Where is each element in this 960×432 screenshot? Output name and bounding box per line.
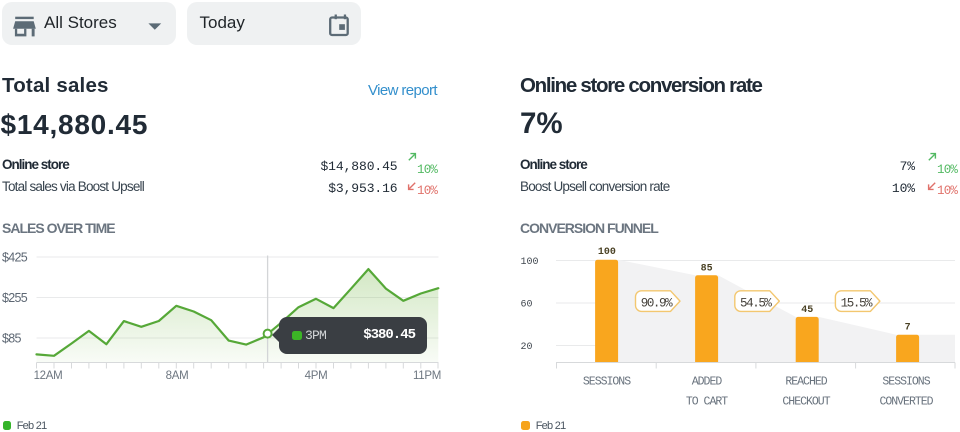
svg-text:20: 20 <box>521 342 533 353</box>
svg-text:85: 85 <box>701 263 713 274</box>
svg-text:SESSIONS: SESSIONS <box>583 375 631 388</box>
svg-text:CHECKOUT: CHECKOUT <box>782 396 830 409</box>
svg-text:100: 100 <box>521 257 539 268</box>
svg-text:90.9%: 90.9% <box>641 296 673 310</box>
svg-text:54.5%: 54.5% <box>740 296 772 310</box>
svg-text:60: 60 <box>521 300 533 311</box>
svg-text:CONVERTED: CONVERTED <box>879 396 933 409</box>
svg-text:11PM: 11PM <box>413 370 441 382</box>
svg-text:8AM: 8AM <box>166 370 189 382</box>
svg-text:12AM: 12AM <box>34 370 63 382</box>
svg-text:45: 45 <box>801 305 813 316</box>
svg-text:$85: $85 <box>2 332 22 346</box>
svg-text:15.5%: 15.5% <box>841 296 873 310</box>
svg-text:7: 7 <box>905 323 911 334</box>
svg-text:SESSIONS: SESSIONS <box>882 375 930 388</box>
svg-text:TO CART: TO CART <box>686 396 728 409</box>
svg-text:ADDED: ADDED <box>692 375 723 388</box>
svg-text:100: 100 <box>598 247 616 258</box>
svg-text:$255: $255 <box>2 291 28 305</box>
svg-text:$425: $425 <box>2 251 28 265</box>
svg-text:REACHED: REACHED <box>785 375 827 388</box>
svg-text:4PM: 4PM <box>305 370 328 382</box>
